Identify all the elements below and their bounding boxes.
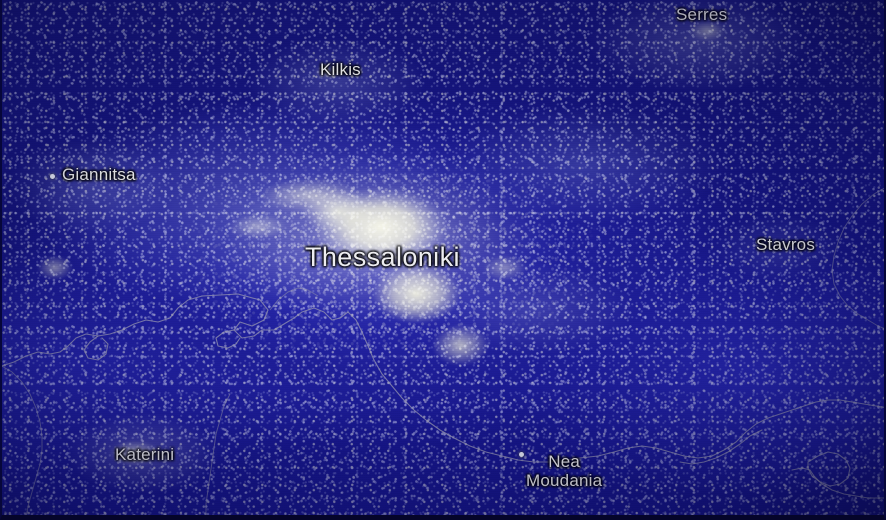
place-label-stavros[interactable]: Stavros bbox=[756, 235, 816, 254]
place-marker-nea-moudania bbox=[519, 452, 524, 457]
place-label-nea-moudania[interactable]: Nea Moudania bbox=[526, 452, 603, 491]
place-label-kilkis[interactable]: Kilkis bbox=[320, 60, 361, 79]
place-label-giannitsa[interactable]: Giannitsa bbox=[62, 165, 136, 184]
place-label-katerini[interactable]: Katerini bbox=[115, 445, 175, 464]
place-label-serres[interactable]: Serres bbox=[676, 5, 728, 24]
place-marker-giannitsa bbox=[50, 174, 55, 179]
place-label-thessaloniki[interactable]: Thessaloniki bbox=[305, 242, 460, 272]
